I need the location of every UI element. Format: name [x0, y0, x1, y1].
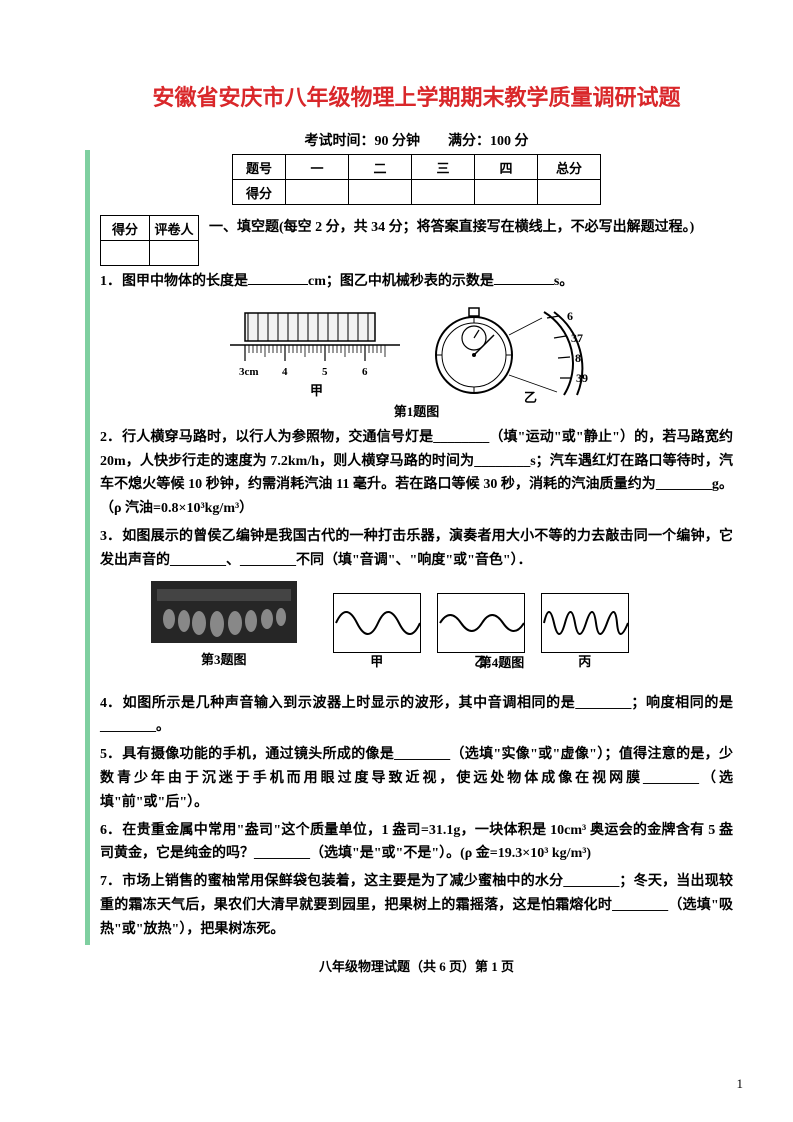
answer-blank — [494, 270, 554, 285]
wave-bing: 丙 — [541, 593, 629, 653]
cell: 得分 — [101, 216, 150, 241]
cell — [475, 180, 538, 205]
svg-text:乙: 乙 — [524, 390, 537, 405]
q3-caption-left: 第3题图 — [149, 649, 299, 668]
answer-blank — [248, 270, 308, 285]
page-number: 1 — [737, 1076, 744, 1092]
cell: 评卷人 — [150, 216, 199, 241]
question-5: 5．具有摄像功能的手机，通过镜头所成的像是________（选填"实像"或"虚像… — [100, 743, 733, 814]
question-number: 1． — [100, 270, 122, 294]
svg-text:4: 4 — [282, 366, 288, 378]
question-4: 4．如图所示是几种声音输入到示波器上时显示的波形，其中音调相同的是_______… — [100, 692, 733, 740]
page-footer: 八年级物理试题（共 6 页）第 1 页 — [100, 956, 733, 975]
cell — [538, 180, 601, 205]
exam-info-line: 考试时间：90 分钟 满分：100 分 — [100, 130, 733, 150]
question-number: 6． — [100, 819, 122, 843]
svg-text:6: 6 — [362, 366, 368, 378]
cell: 总分 — [538, 155, 601, 180]
cell — [286, 180, 349, 205]
cell: 题号 — [233, 155, 286, 180]
question-2: 2．行人横穿马路时，以行人为参照物，交通信号灯是________（填"运动"或"… — [100, 426, 733, 521]
svg-text:6: 6 — [567, 309, 573, 323]
cell: 得分 — [233, 180, 286, 205]
question-text: 如图展示的曾侯乙编钟是我国古代的一种打击乐器，演奏者用大小不等的力去敲击同一个编… — [100, 529, 733, 568]
svg-text:5: 5 — [322, 366, 328, 378]
cell: 二 — [349, 155, 412, 180]
svg-text:甲: 甲 — [310, 383, 323, 398]
q3-figure-row: 第3题图 甲 乙 丙 第4题图 — [100, 579, 733, 668]
svg-text:8: 8 — [575, 351, 581, 365]
q4-caption: 第4题图 — [479, 652, 525, 671]
svg-text:39: 39 — [576, 371, 588, 385]
question-number: 4． — [100, 692, 122, 716]
side-accent-line — [85, 150, 90, 945]
cell — [349, 180, 412, 205]
q1-figure-row: 3cm 4 5 6 甲 — [100, 300, 733, 420]
svg-text:37: 37 — [571, 331, 583, 345]
question-text: 具有摄像功能的手机，通过镜头所成的像是________（选填"实像"或"虚像"）… — [100, 747, 733, 810]
question-3: 3．如图展示的曾侯乙编钟是我国古代的一种打击乐器，演奏者用大小不等的力去敲击同一… — [100, 525, 733, 573]
question-number: 2． — [100, 426, 122, 450]
score-summary-table: 题号 一 二 三 四 总分 得分 — [232, 154, 601, 205]
cell — [412, 180, 475, 205]
question-6: 6．在贵重金属中常用"盎司"这个质量单位，1 盎司=31.1g，一块体积是 10… — [100, 819, 733, 867]
bells-photo — [149, 579, 299, 649]
question-number: 7． — [100, 870, 122, 894]
question-text: 行人横穿马路时，以行人为参照物，交通信号灯是________（填"运动"或"静止… — [100, 430, 733, 516]
table-row: 题号 一 二 三 四 总分 — [233, 155, 601, 180]
question-1: 1．图甲中物体的长度是cm；图乙中机械秒表的示数是s。 — [100, 270, 733, 294]
table-row: 得分 — [233, 180, 601, 205]
grader-table: 得分 评卷人 — [100, 215, 199, 266]
stopwatch-figure: 6 37 8 39 乙 — [409, 300, 609, 405]
question-text: 市场上销售的蜜柚常用保鲜袋包装着，这主要是为了减少蜜柚中的水分________；… — [100, 874, 733, 937]
q1-caption: 第1题图 — [100, 401, 733, 420]
cell — [150, 241, 199, 266]
cell: 三 — [412, 155, 475, 180]
wave-yi: 乙 — [437, 593, 525, 653]
question-number: 5． — [100, 743, 122, 767]
question-number: 3． — [100, 525, 122, 549]
wave-jia: 甲 — [333, 593, 421, 653]
question-text: 在贵重金属中常用"盎司"这个质量单位，1 盎司=31.1g，一块体积是 10cm… — [100, 823, 733, 862]
svg-text:3cm: 3cm — [239, 366, 259, 378]
exam-title: 安徽省安庆市八年级物理上学期期末教学质量调研试题 — [100, 80, 733, 112]
question-7: 7．市场上销售的蜜柚常用保鲜袋包装着，这主要是为了减少蜜柚中的水分_______… — [100, 870, 733, 941]
cell: 四 — [475, 155, 538, 180]
cell — [101, 241, 150, 266]
ruler-figure: 3cm 4 5 6 甲 — [225, 305, 405, 400]
cell: 一 — [286, 155, 349, 180]
question-text: 如图所示是几种声音输入到示波器上时显示的波形，其中音调相同的是________；… — [100, 696, 733, 735]
